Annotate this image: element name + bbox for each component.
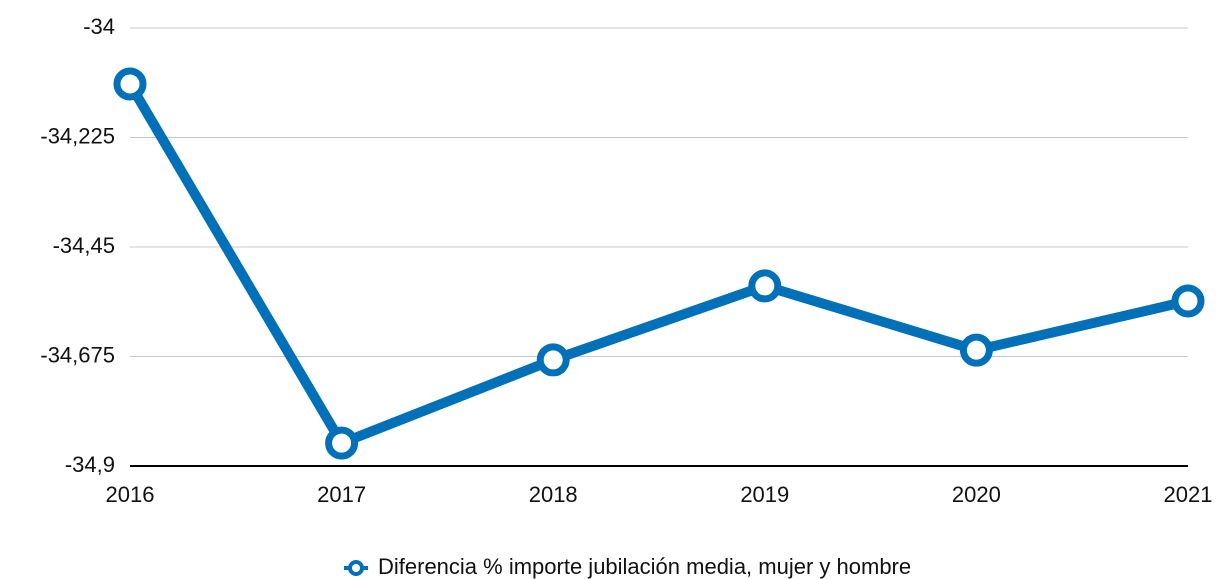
x-tick-label: 2017 [317, 482, 366, 507]
y-tick-label: -34,45 [53, 233, 115, 258]
x-tick-label: 2021 [1164, 482, 1213, 507]
x-tick-label: 2019 [740, 482, 789, 507]
x-tick-label: 2018 [529, 482, 578, 507]
x-tick-label: 2016 [106, 482, 155, 507]
y-tick-label: -34,675 [40, 342, 115, 367]
y-tick-label: -34,225 [40, 123, 115, 148]
series-line [125, 81, 1190, 449]
legend-label: Diferencia % importe jubilación media, m… [378, 554, 911, 579]
x-tick-label: 2020 [952, 482, 1001, 507]
point-marker [1171, 284, 1205, 318]
point-marker [113, 67, 147, 101]
y-tick-label: -34,9 [65, 452, 115, 477]
point-marker [959, 333, 993, 367]
y-tick-label: -34 [83, 14, 115, 39]
legend-marker [348, 560, 364, 576]
point-marker [536, 343, 570, 377]
point-marker [325, 426, 359, 460]
point-marker [748, 269, 782, 303]
